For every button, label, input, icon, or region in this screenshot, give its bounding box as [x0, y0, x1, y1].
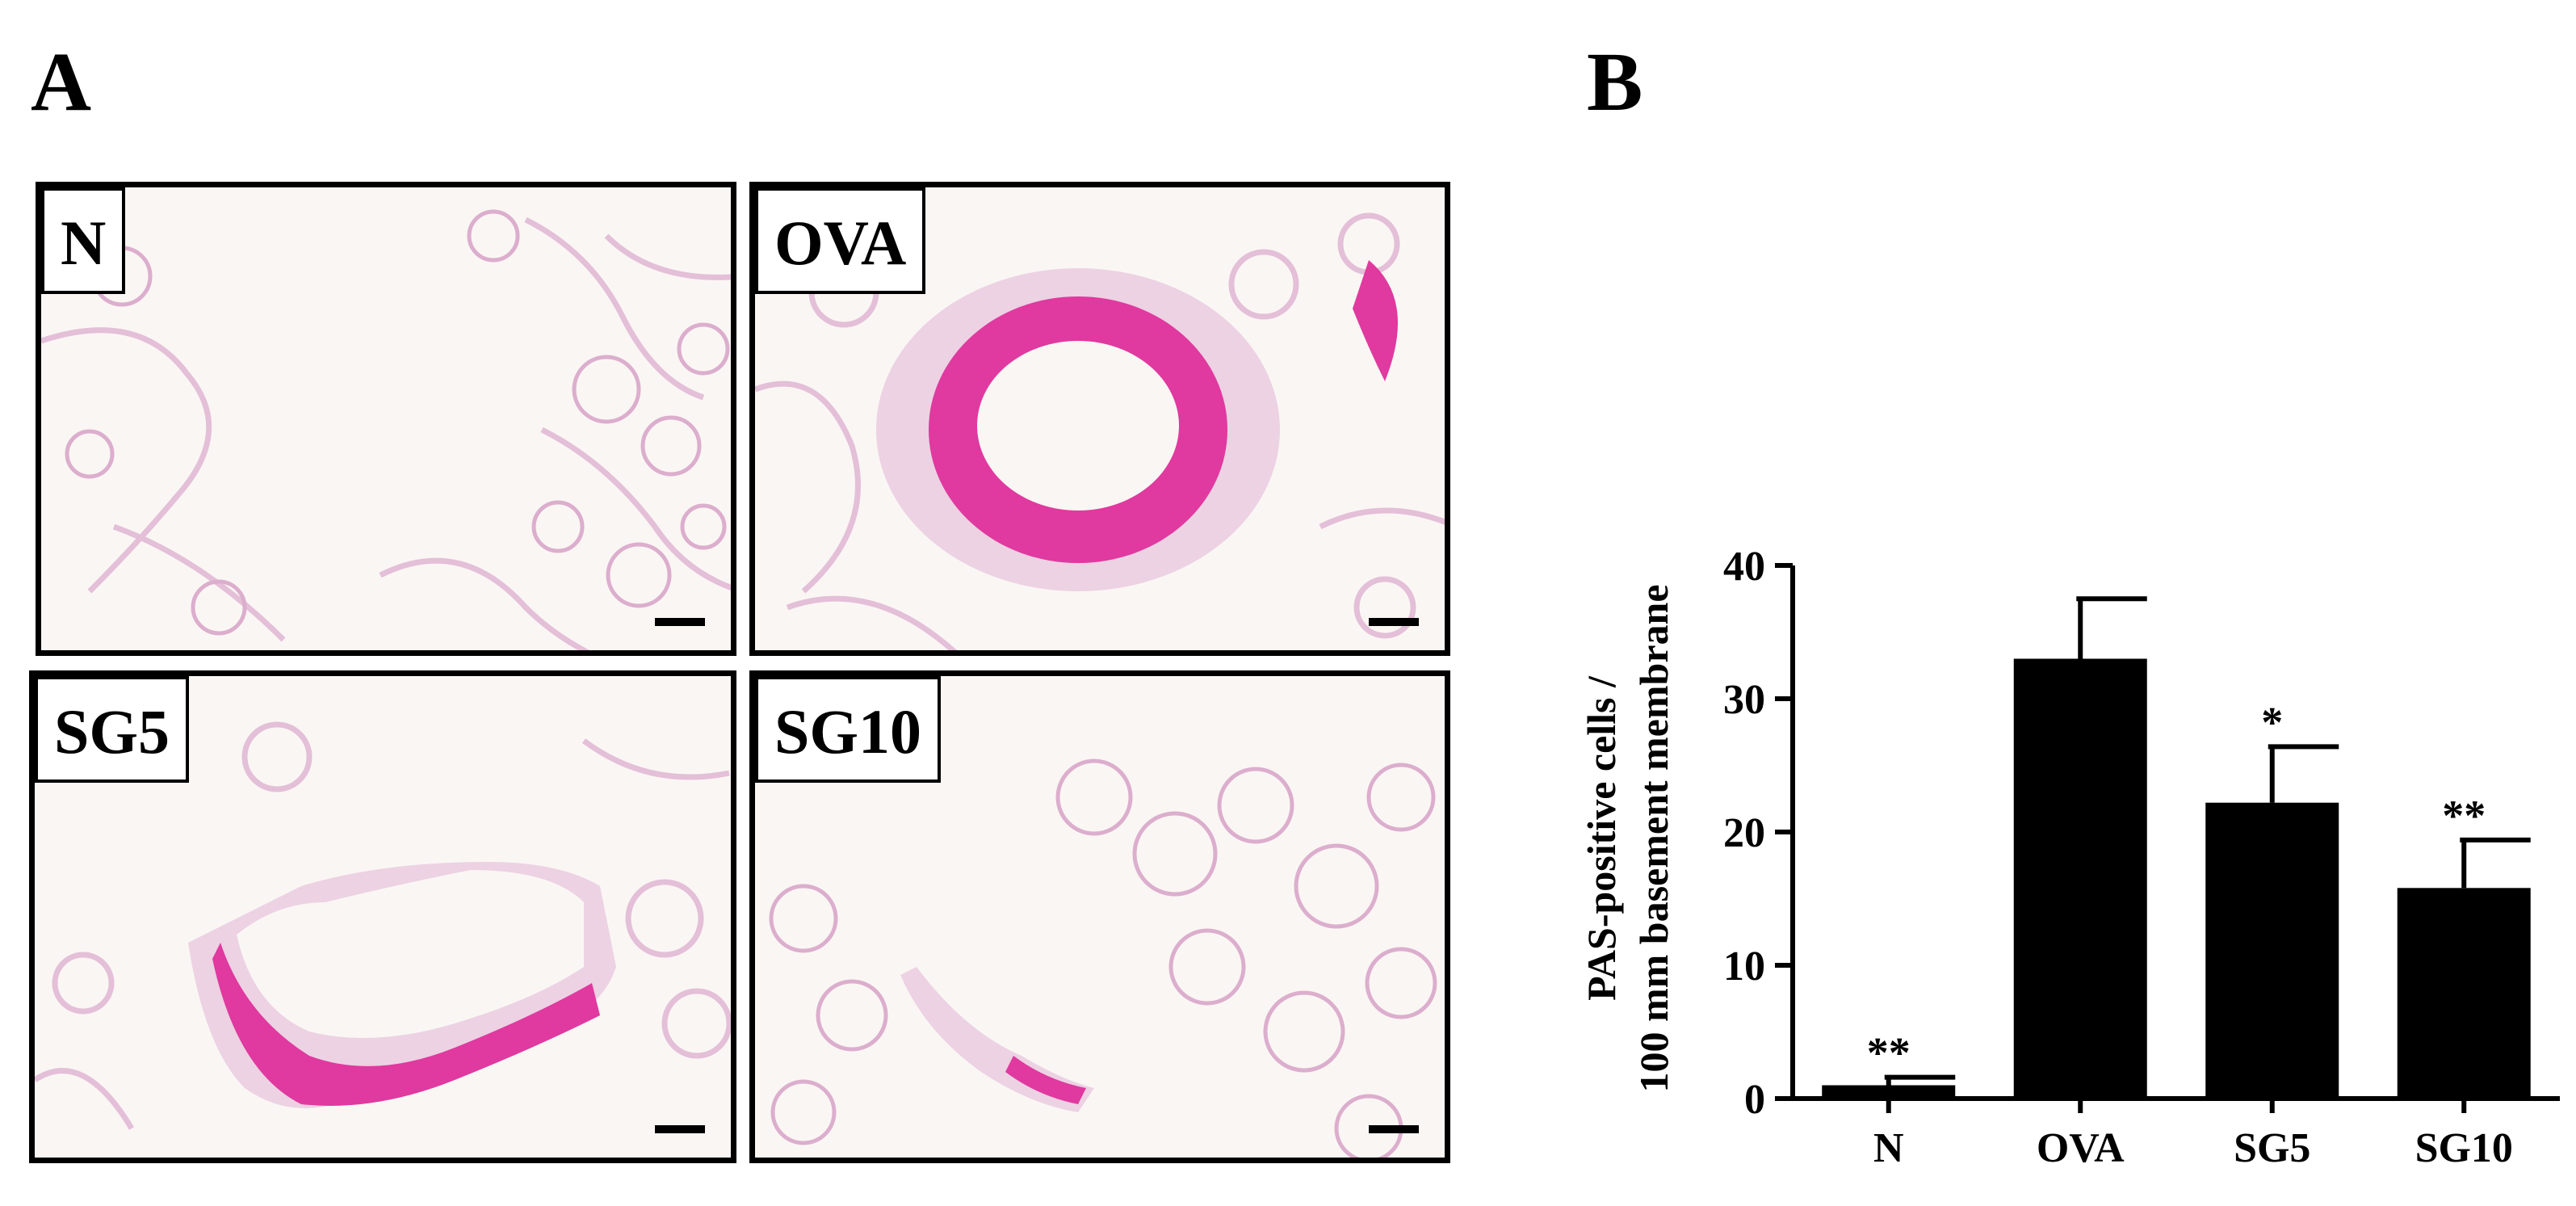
bar-sg10: ** — [2397, 792, 2531, 1099]
y-axis-label: PAS-positive cells / 100 mm basement mem… — [1579, 584, 1676, 1092]
micrograph-sg5: SG5 — [29, 670, 736, 1163]
micrograph-sg5-tissue — [35, 676, 731, 1158]
y-axis-label-line1: PAS-positive cells / — [1579, 675, 1624, 1001]
y-axis-label-line2: 100 mm basement membrane — [1631, 584, 1676, 1092]
micrograph-n-tissue — [41, 187, 731, 650]
micrograph-n-label: N — [41, 187, 126, 294]
bar-n: ** — [1822, 1029, 1956, 1099]
y-tick-label: 10 — [1723, 943, 1765, 990]
x-tick-label: N — [1873, 1125, 1904, 1171]
micrograph-ova-scale-bar — [1369, 618, 1419, 626]
micrograph-sg10-scale-bar — [1369, 1125, 1419, 1133]
bar-rect — [2205, 802, 2339, 1099]
bar-sg5: * — [2205, 698, 2339, 1099]
micrograph-n-scale-bar — [655, 618, 705, 626]
y-tick-label: 20 — [1723, 810, 1765, 856]
y-tick-label: 40 — [1723, 544, 1765, 590]
micrograph-sg5-scale-bar — [655, 1125, 705, 1133]
significance-label: ** — [1867, 1029, 1911, 1078]
panel-letter-b: B — [1587, 36, 1643, 128]
micrograph-ova: OVA — [749, 182, 1450, 656]
y-tick-label: 30 — [1723, 677, 1765, 723]
significance-label: ** — [2442, 792, 2486, 840]
micrograph-sg10-label: SG10 — [755, 676, 942, 783]
x-tick-label: OVA — [2037, 1125, 2125, 1171]
micrograph-sg10: SG10 — [749, 670, 1450, 1163]
bar-rect — [2397, 888, 2531, 1099]
x-tick-label: SG10 — [2415, 1125, 2513, 1171]
bar-chart: PAS-positive cells / 100 mm basement mem… — [1579, 544, 2560, 1171]
bar-ova — [2013, 596, 2147, 1099]
micrograph-ova-label: OVA — [755, 187, 926, 294]
x-tick-label: SG5 — [2234, 1125, 2310, 1171]
bar-rect — [1822, 1085, 1956, 1099]
y-tick-label: 0 — [1744, 1077, 1765, 1123]
panel-letter-a: A — [31, 36, 92, 128]
micrograph-n: N — [36, 182, 736, 656]
significance-label: * — [2261, 698, 2283, 746]
bar-rect — [2013, 658, 2147, 1099]
micrograph-sg5-label: SG5 — [35, 676, 190, 783]
